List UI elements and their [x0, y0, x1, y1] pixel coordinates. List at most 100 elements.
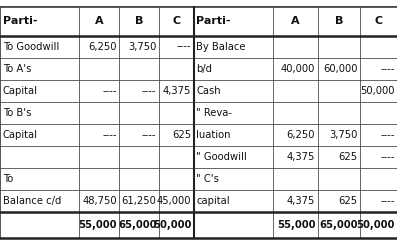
Text: luation: luation — [196, 130, 231, 140]
Bar — [0, 36, 79, 58]
Text: To A's: To A's — [3, 64, 31, 74]
Text: b/d: b/d — [196, 64, 212, 74]
Bar — [119, 36, 159, 58]
Bar — [119, 190, 159, 212]
Bar — [79, 36, 119, 58]
Bar — [273, 190, 318, 212]
Text: Balance c/d: Balance c/d — [3, 196, 61, 206]
Text: Cash: Cash — [196, 86, 221, 96]
Bar — [273, 36, 318, 58]
Bar — [360, 212, 397, 238]
Bar — [318, 146, 360, 168]
Bar — [159, 146, 194, 168]
Bar — [159, 212, 194, 238]
Bar — [360, 146, 397, 168]
Bar — [194, 124, 273, 146]
Bar — [273, 212, 318, 238]
Bar — [194, 146, 273, 168]
Text: 65,000: 65,000 — [319, 220, 357, 230]
Bar — [318, 80, 360, 102]
Bar — [318, 124, 360, 146]
Bar — [194, 190, 273, 212]
Text: " Goodwill: " Goodwill — [196, 152, 247, 162]
Bar — [119, 80, 159, 102]
Bar — [318, 58, 360, 80]
Bar — [79, 7, 119, 36]
Bar — [0, 190, 79, 212]
Bar — [360, 7, 397, 36]
Bar — [79, 168, 119, 190]
Text: 48,750: 48,750 — [82, 196, 117, 206]
Bar — [318, 7, 360, 36]
Bar — [318, 102, 360, 124]
Bar — [119, 58, 159, 80]
Text: B: B — [135, 16, 143, 26]
Bar — [159, 58, 194, 80]
Bar — [273, 58, 318, 80]
Bar — [0, 58, 79, 80]
Text: ----: ---- — [177, 42, 191, 51]
Bar — [273, 124, 318, 146]
Text: 625: 625 — [338, 196, 357, 206]
Bar — [79, 102, 119, 124]
Text: To B's: To B's — [3, 108, 31, 118]
Bar — [194, 102, 273, 124]
Bar — [119, 102, 159, 124]
Bar — [159, 124, 194, 146]
Bar — [159, 7, 194, 36]
Text: 55,000: 55,000 — [277, 220, 315, 230]
Text: ----: ---- — [102, 130, 117, 140]
Text: Parti-: Parti- — [196, 16, 231, 26]
Bar — [119, 124, 159, 146]
Bar — [79, 58, 119, 80]
Text: A: A — [291, 16, 300, 26]
Bar — [0, 212, 79, 238]
Bar — [0, 80, 79, 102]
Bar — [360, 102, 397, 124]
Text: To Goodwill: To Goodwill — [3, 42, 59, 51]
Bar — [0, 7, 79, 36]
Bar — [194, 212, 273, 238]
Bar — [79, 146, 119, 168]
Bar — [360, 80, 397, 102]
Text: 4,375: 4,375 — [287, 152, 315, 162]
Text: 3,750: 3,750 — [128, 42, 156, 51]
Text: C: C — [374, 16, 382, 26]
Bar — [79, 190, 119, 212]
Bar — [194, 168, 273, 190]
Text: 625: 625 — [172, 130, 191, 140]
Text: 40,000: 40,000 — [281, 64, 315, 74]
Bar — [273, 80, 318, 102]
Text: 45,000: 45,000 — [157, 196, 191, 206]
Bar — [318, 36, 360, 58]
Text: 50,000: 50,000 — [153, 220, 191, 230]
Bar — [0, 146, 79, 168]
Text: 55,000: 55,000 — [78, 220, 117, 230]
Text: Capital: Capital — [3, 86, 38, 96]
Text: capital: capital — [196, 196, 230, 206]
Bar — [360, 124, 397, 146]
Bar — [318, 168, 360, 190]
Text: ----: ---- — [380, 152, 395, 162]
Bar — [360, 58, 397, 80]
Bar — [273, 146, 318, 168]
Text: 625: 625 — [338, 152, 357, 162]
Bar — [194, 80, 273, 102]
Text: 50,000: 50,000 — [356, 220, 395, 230]
Text: " C's: " C's — [196, 174, 219, 184]
Text: 61,250: 61,250 — [121, 196, 156, 206]
Text: Capital: Capital — [3, 130, 38, 140]
Bar — [194, 36, 273, 58]
Text: ----: ---- — [380, 196, 395, 206]
Bar — [119, 168, 159, 190]
Bar — [79, 80, 119, 102]
Text: 6,250: 6,250 — [287, 130, 315, 140]
Text: ----: ---- — [142, 130, 156, 140]
Bar — [318, 212, 360, 238]
Text: By Balace: By Balace — [196, 42, 246, 51]
Bar — [79, 212, 119, 238]
Bar — [0, 168, 79, 190]
Bar — [0, 124, 79, 146]
Bar — [119, 212, 159, 238]
Bar — [318, 190, 360, 212]
